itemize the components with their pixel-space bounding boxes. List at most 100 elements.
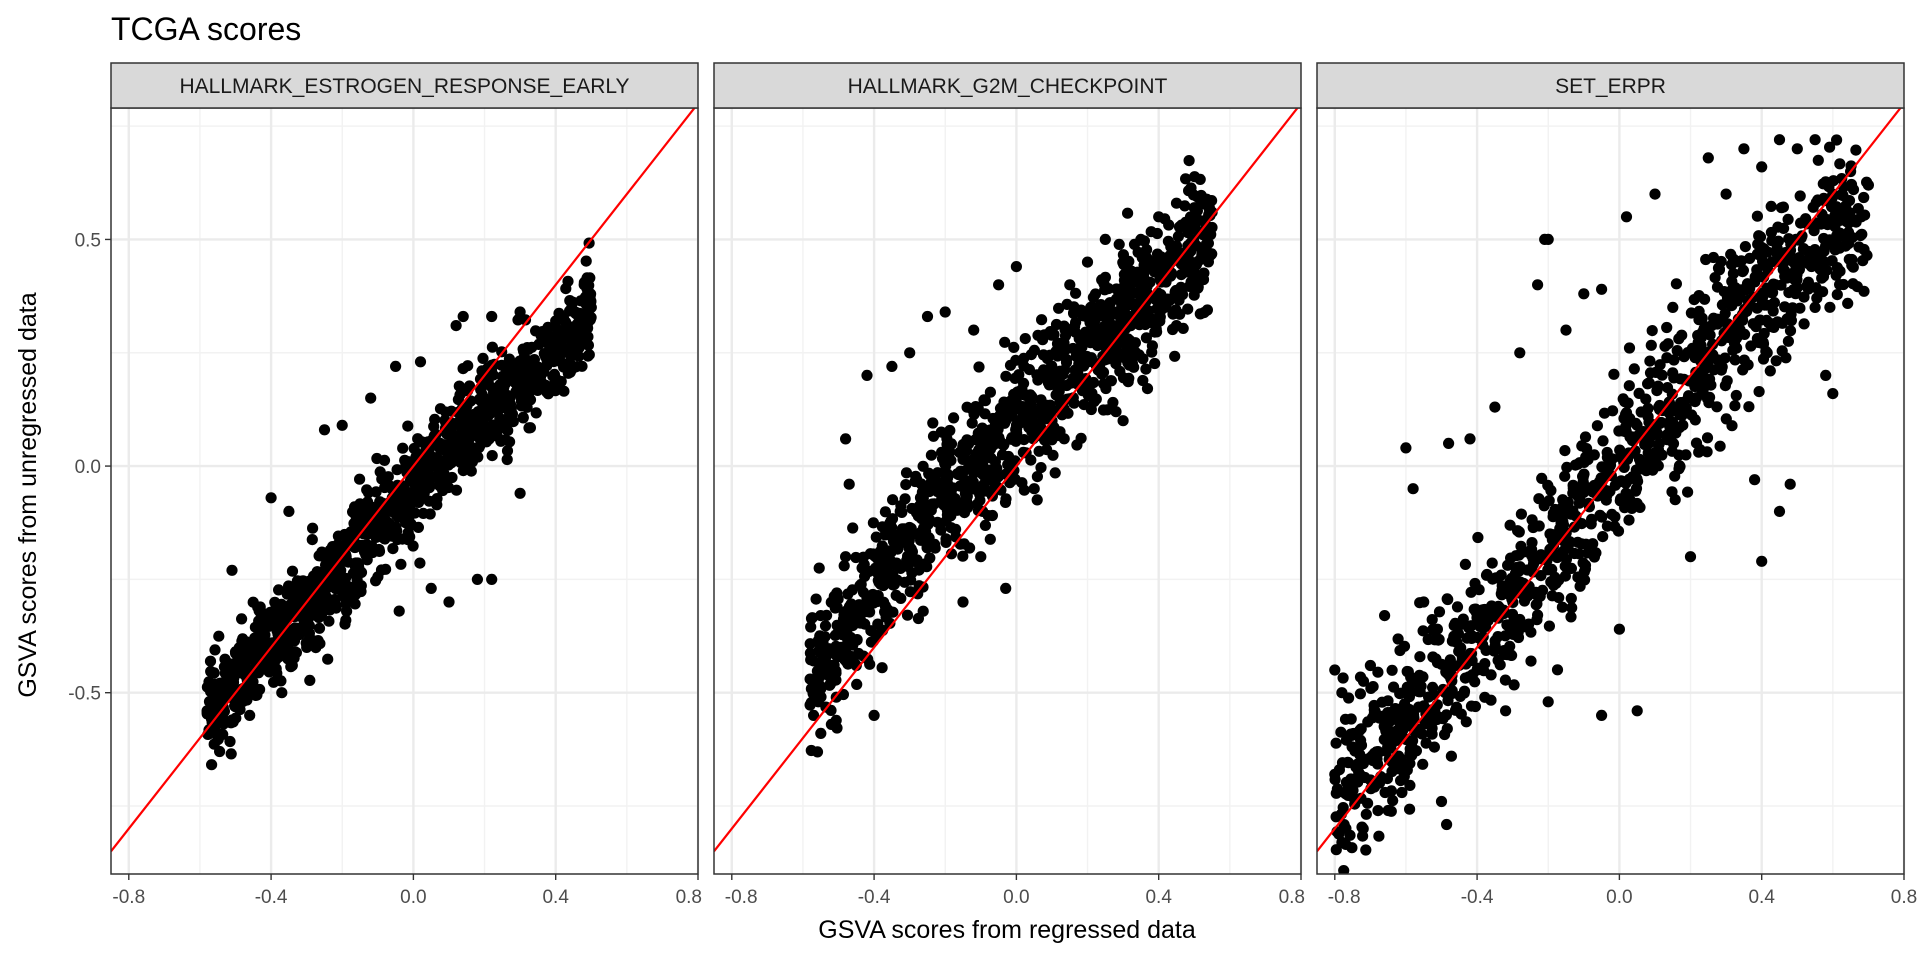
scatter-point bbox=[436, 441, 448, 453]
scatter-point bbox=[1451, 601, 1464, 613]
scatter-point bbox=[1354, 688, 1366, 700]
scatter-point bbox=[979, 408, 991, 420]
scatter-point bbox=[567, 335, 579, 347]
scatter-point bbox=[1017, 415, 1029, 427]
scatter-point bbox=[504, 436, 516, 448]
scatter-point bbox=[517, 412, 529, 424]
scatter-point bbox=[567, 324, 580, 336]
scatter-point bbox=[830, 589, 843, 601]
scatter-point bbox=[935, 426, 947, 438]
scatter-point bbox=[1781, 272, 1793, 284]
scatter-point bbox=[1802, 276, 1814, 288]
scatter-point bbox=[1818, 195, 1830, 207]
facet-strip-label: SET_ERPR bbox=[1555, 75, 1666, 98]
scatter-point bbox=[1396, 786, 1408, 799]
scatter-point bbox=[423, 480, 435, 492]
scatter-point bbox=[440, 406, 452, 418]
scatter-point bbox=[399, 494, 411, 506]
scatter-point bbox=[1667, 301, 1679, 313]
scatter-point bbox=[501, 445, 514, 457]
scatter-point bbox=[980, 427, 992, 439]
scatter-point bbox=[429, 413, 441, 425]
scatter-point bbox=[992, 471, 1004, 483]
scatter-point bbox=[351, 574, 363, 586]
scatter-point bbox=[944, 446, 956, 458]
scatter-point bbox=[486, 341, 498, 353]
scatter-point bbox=[1850, 144, 1862, 156]
scatter-point bbox=[371, 452, 383, 465]
scatter-point bbox=[216, 681, 228, 693]
scatter-point bbox=[964, 542, 976, 554]
scatter-point bbox=[1346, 842, 1358, 854]
scatter-point bbox=[1060, 343, 1072, 355]
scatter-point bbox=[1013, 369, 1025, 381]
scatter-point bbox=[582, 313, 594, 325]
scatter-point bbox=[1646, 325, 1658, 337]
x-tick-label: 0.0 bbox=[400, 887, 426, 908]
scatter-point bbox=[1644, 355, 1656, 367]
scatter-point bbox=[997, 405, 1009, 417]
scatter-point bbox=[1206, 221, 1218, 234]
scatter-point bbox=[1776, 345, 1788, 357]
scatter-point bbox=[1502, 559, 1514, 571]
scatter-point bbox=[1052, 350, 1064, 362]
scatter-point bbox=[341, 605, 353, 617]
facet-strip bbox=[713, 62, 1302, 109]
scatter-point bbox=[1795, 232, 1807, 244]
scatter-point bbox=[1519, 621, 1531, 633]
scatter-point bbox=[1149, 293, 1161, 305]
scatter-point bbox=[1441, 593, 1453, 605]
scatter-point bbox=[1670, 427, 1682, 439]
scatter-point bbox=[1633, 453, 1646, 465]
scatter-point bbox=[1773, 134, 1786, 146]
scatter-point bbox=[1018, 434, 1030, 446]
scatter-point bbox=[222, 691, 234, 703]
scatter-point bbox=[1699, 293, 1711, 305]
scatter-point bbox=[1559, 570, 1571, 582]
scatter-point bbox=[951, 504, 963, 516]
scatter-point bbox=[1701, 446, 1713, 458]
scatter-point bbox=[516, 390, 529, 402]
scatter-point bbox=[1028, 483, 1040, 495]
scatter-point bbox=[1735, 255, 1747, 267]
scatter-point bbox=[831, 601, 843, 613]
scatter-point bbox=[336, 419, 348, 431]
scatter-point bbox=[1751, 264, 1763, 276]
scatter-point bbox=[974, 494, 986, 506]
scatter-point bbox=[1428, 688, 1440, 701]
scatter-point bbox=[957, 596, 969, 608]
scatter-point bbox=[1506, 608, 1519, 620]
scatter-point bbox=[1685, 307, 1697, 319]
scatter-point bbox=[1596, 283, 1608, 295]
scatter-point bbox=[1514, 576, 1526, 588]
scatter-point bbox=[1496, 589, 1508, 601]
scatter-point bbox=[236, 683, 248, 695]
scatter-point bbox=[1372, 666, 1384, 678]
scatter-point bbox=[1763, 317, 1775, 329]
scatter-point bbox=[501, 453, 513, 466]
scatter-point bbox=[825, 718, 838, 731]
scatter-point bbox=[1492, 631, 1504, 643]
scatter-point bbox=[1089, 321, 1101, 333]
scatter-point bbox=[1810, 252, 1822, 264]
scatter-point bbox=[904, 347, 916, 359]
scatter-point bbox=[485, 364, 498, 376]
scatter-point bbox=[390, 360, 402, 372]
scatter-point bbox=[497, 383, 509, 396]
scatter-point bbox=[1620, 421, 1632, 433]
scatter-point bbox=[219, 653, 231, 665]
scatter-point bbox=[1756, 161, 1768, 173]
scatter-point bbox=[1653, 401, 1665, 413]
scatter-point bbox=[1443, 437, 1455, 449]
scatter-point bbox=[1355, 734, 1367, 747]
scatter-point bbox=[268, 676, 280, 688]
scatter-point bbox=[553, 380, 565, 392]
scatter-point bbox=[1678, 373, 1690, 385]
scatter-point bbox=[975, 551, 987, 563]
scatter-point bbox=[934, 483, 946, 495]
scatter-point bbox=[203, 676, 215, 688]
scatter-point bbox=[924, 552, 936, 564]
scatter-point bbox=[1565, 611, 1577, 623]
scatter-point bbox=[1180, 173, 1192, 185]
scatter-point bbox=[1543, 620, 1555, 632]
